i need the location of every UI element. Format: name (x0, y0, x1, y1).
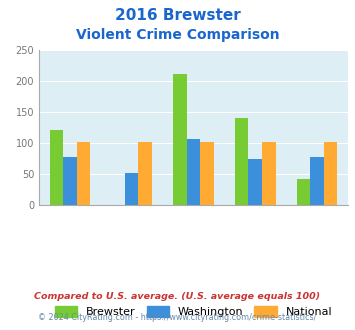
Bar (297, 179, 310, 205)
Text: Violent Crime Comparison: Violent Crime Comparison (76, 28, 279, 42)
Legend: Brewster, Washington, National: Brewster, Washington, National (55, 306, 332, 317)
Bar (77, 142, 90, 205)
Bar (248, 159, 262, 205)
Bar (324, 142, 337, 205)
Bar (138, 142, 152, 205)
Bar (63, 157, 77, 205)
Bar (200, 142, 214, 205)
Text: © 2024 CityRating.com - https://www.cityrating.com/crime-statistics/: © 2024 CityRating.com - https://www.city… (38, 313, 317, 322)
Bar (262, 142, 275, 205)
Bar (50, 130, 63, 205)
Bar (187, 140, 200, 205)
Bar (173, 74, 187, 205)
Bar (235, 118, 248, 205)
Bar (310, 157, 324, 205)
Text: Compared to U.S. average. (U.S. average equals 100): Compared to U.S. average. (U.S. average … (34, 292, 321, 301)
Bar (125, 173, 138, 205)
Text: 2016 Brewster: 2016 Brewster (115, 8, 240, 23)
